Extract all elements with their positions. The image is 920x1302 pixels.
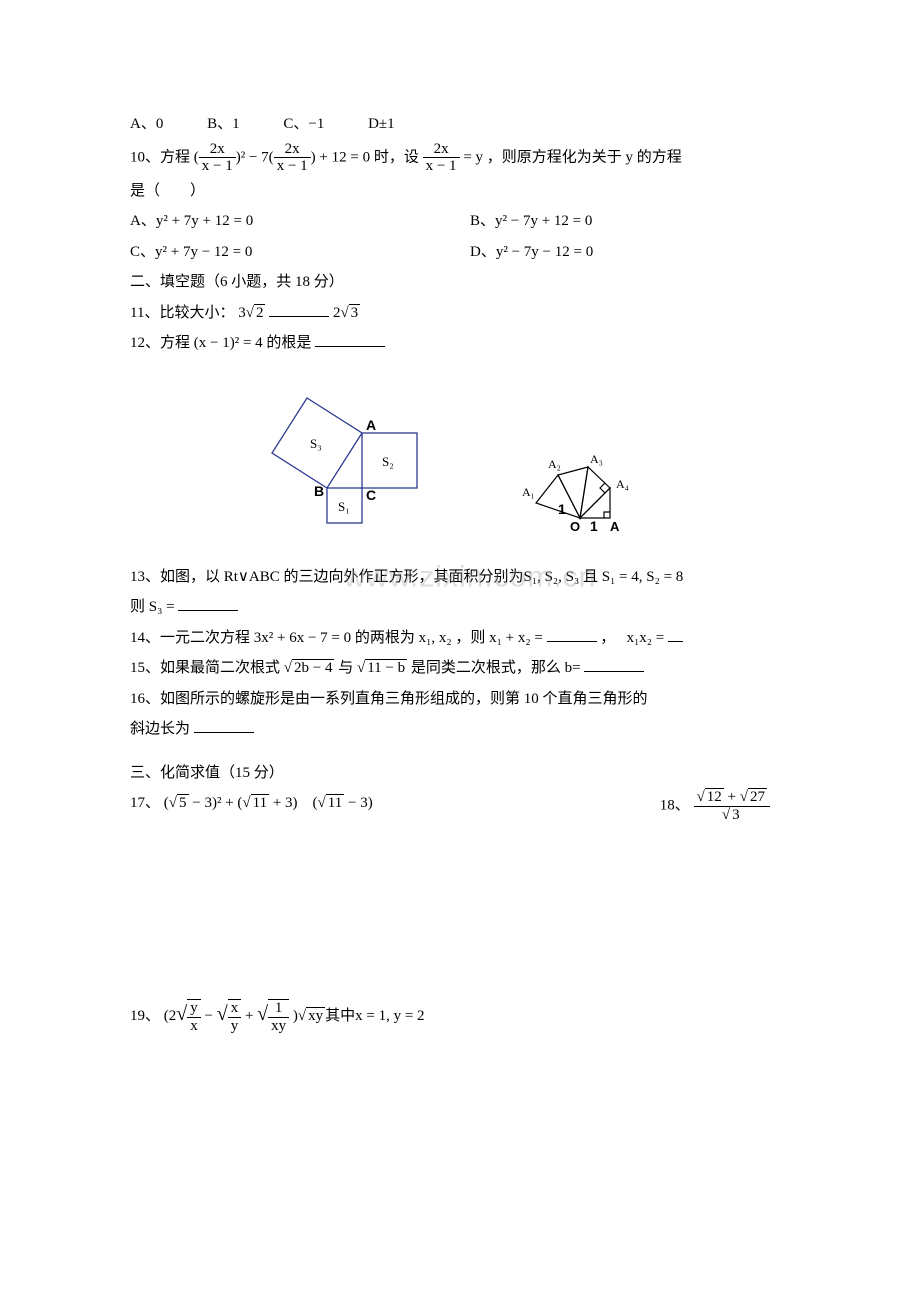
svg-text:O: O: [570, 519, 580, 534]
q13-line1: 13、如图，以 Rt∨ABC 的三边向外作正方形，其面积分别为S₁, S₂, S…: [130, 563, 810, 592]
q17-q18-row: 17、 (√5 − 3)² + (√11 + 3) (√11 − 3) 18、 …: [130, 789, 810, 823]
q13-line2-prefix: 则: [130, 599, 145, 615]
svg-text:S₁: S₁: [338, 499, 350, 514]
q11-right-rad: 3: [349, 304, 361, 321]
q12-prefix: 12、方程: [130, 335, 190, 351]
workspace-gap: [130, 825, 810, 995]
q10-a: y² + 7y + 12 = 0: [156, 213, 253, 229]
q10-mid1: 时，设: [374, 149, 419, 165]
q10-prefix: 10、方程: [130, 149, 190, 165]
q13-and: 且: [579, 569, 602, 585]
q9-d: D±1: [368, 110, 395, 139]
q11-prefix: 11、比较大小：: [130, 305, 234, 321]
q9-a: A、0: [130, 110, 163, 139]
q14-then: ，则: [455, 630, 485, 646]
q13-line2: 则 S₃ =: [130, 593, 810, 622]
q10-c: y² + 7y − 12 = 0: [155, 244, 252, 260]
q9-c: C、−1: [283, 110, 324, 139]
q15-mid: 是同类二次根式，那么 b=: [411, 660, 581, 676]
q13-given: S₁ = 4, S₂ = 8: [602, 569, 684, 585]
q10-b: y² − 7y + 12 = 0: [495, 213, 592, 229]
q12-suffix: 的根是: [266, 335, 311, 351]
q11: 11、比较大小： 3√2 2√3: [130, 299, 810, 328]
q12: 12、方程 (x − 1)² = 4 的根是: [130, 329, 810, 358]
svg-text:A₁: A₁: [522, 485, 535, 499]
q16-line2: 斜边长为: [130, 715, 810, 744]
section3-heading: 三、化简求值（15 分）: [130, 759, 810, 788]
q16-line1: 16、如图所示的螺旋形是由一系列直角三角形组成的，则第 10 个直角三角形的: [130, 685, 810, 714]
svg-text:C: C: [366, 487, 376, 503]
q12-blank: [315, 331, 385, 347]
q10-d-label: D、: [470, 244, 496, 260]
q10-line1: 10、方程 (2xx − 1)² − 7(2xx − 1) + 12 = 0 时…: [130, 141, 810, 175]
q11-right-coef: 2: [333, 305, 341, 321]
q10-choices-ab: A、y² + 7y + 12 = 0 B、y² − 7y + 12 = 0: [130, 207, 810, 236]
q10-c-label: C、: [130, 244, 155, 260]
svg-text:B: B: [314, 483, 324, 499]
q19: 19、 (2√yx − √xy + √1xy )√xy其中x = 1, y = …: [130, 995, 810, 1034]
q10-b-label: B、: [470, 213, 495, 229]
q19-tail: 其中x = 1, y = 2: [325, 1008, 424, 1024]
q15-and: 与: [338, 660, 357, 676]
q14-mid: 的两根为: [355, 630, 415, 646]
q17: 17、 (√5 − 3)² + (√11 + 3) (√11 − 3): [130, 789, 450, 823]
q14: 14、一元二次方程 3x² + 6x − 7 = 0 的两根为 x₁, x₂ ，…: [130, 624, 810, 653]
q18-label: 18、: [660, 797, 690, 813]
svg-text:S₂: S₂: [382, 454, 394, 469]
q14-prefix: 14、一元二次方程: [130, 630, 250, 646]
q15-prefix: 15、如果最简二次根式: [130, 660, 280, 676]
q9-choices: A、0 B、1 C、−1 D±1: [130, 110, 810, 139]
q12-expr: (x − 1)² = 4: [194, 335, 263, 351]
svg-text:1: 1: [590, 518, 598, 534]
q10-line2: 是（ ）: [130, 177, 810, 206]
q9-b: B、1: [207, 110, 240, 139]
q10-set-eq: = y: [460, 149, 483, 165]
q16-blank: [194, 717, 254, 733]
q17-label: 17、: [130, 795, 160, 811]
q13-blank: [178, 595, 238, 611]
q14-blank1: [547, 626, 597, 642]
q10-frac3: 2xx − 1: [423, 141, 460, 175]
q10-frac1: 2xx − 1: [199, 141, 236, 175]
section2-heading: 二、填空题（6 小题，共 18 分）: [130, 268, 810, 297]
q13-s3: S₃ =: [149, 599, 179, 615]
q14-eq: 3x² + 6x − 7 = 0: [254, 630, 351, 646]
q15-rad1: 2b − 4: [292, 659, 334, 676]
q19-label: 19、: [130, 1008, 160, 1024]
q18-frac: √12 + √27 √3: [694, 789, 770, 823]
svg-text:A₄: A₄: [616, 477, 629, 491]
q10-frac2: 2xx − 1: [274, 141, 311, 175]
svg-text:S₃: S₃: [310, 436, 322, 451]
svg-text:1: 1: [558, 501, 566, 517]
svg-text:A₂: A₂: [548, 457, 561, 471]
q15-rad2: 11 − b: [365, 659, 407, 676]
q11-left-coef: 3: [238, 305, 246, 321]
q10-eq-close: ) + 12 = 0: [311, 149, 370, 165]
q13-mid: S₁, S₂, S₃: [524, 569, 580, 585]
q18: 18、 √12 + √27 √3: [450, 789, 810, 823]
q14-blank2: [668, 626, 683, 642]
svg-text:A₃: A₃: [590, 452, 603, 466]
q10-mid2: ，则原方程化为关于 y 的方程: [487, 149, 682, 165]
q14-sum: x₁ + x₂ =: [489, 630, 546, 646]
q13-prefix: 13、如图，以 Rt∨ABC 的三边向外作正方形，其面积分别为: [130, 569, 524, 585]
q14-comma: ，: [600, 630, 623, 646]
q15-blank: [584, 656, 644, 672]
diagram-row: S₃ S₂ S₁ A B C A₁ A₂ A₃ A₄ O A 1 1: [130, 378, 810, 538]
q11-left-rad: 2: [254, 304, 266, 321]
q10-d: y² − 7y − 12 = 0: [496, 244, 593, 260]
svg-text:A: A: [610, 519, 620, 534]
q14-prod: x₁x₂ =: [627, 630, 668, 646]
diagram-squares: S₃ S₂ S₁ A B C: [250, 378, 440, 538]
q15: 15、如果最简二次根式 √2b − 4 与 √11 − b 是同类二次根式，那么…: [130, 654, 810, 683]
diagram-spiral: A₁ A₂ A₃ A₄ O A 1 1: [520, 428, 690, 538]
q16-line2-text: 斜边长为: [130, 721, 190, 737]
q10-a-label: A、: [130, 213, 156, 229]
q11-blank: [269, 301, 329, 317]
svg-text:A: A: [366, 417, 376, 433]
q14-roots: x₁, x₂: [419, 630, 452, 646]
q10-eq-mid1: )² − 7(: [236, 149, 274, 165]
q10-choices-cd: C、y² + 7y − 12 = 0 D、y² − 7y − 12 = 0: [130, 238, 810, 267]
